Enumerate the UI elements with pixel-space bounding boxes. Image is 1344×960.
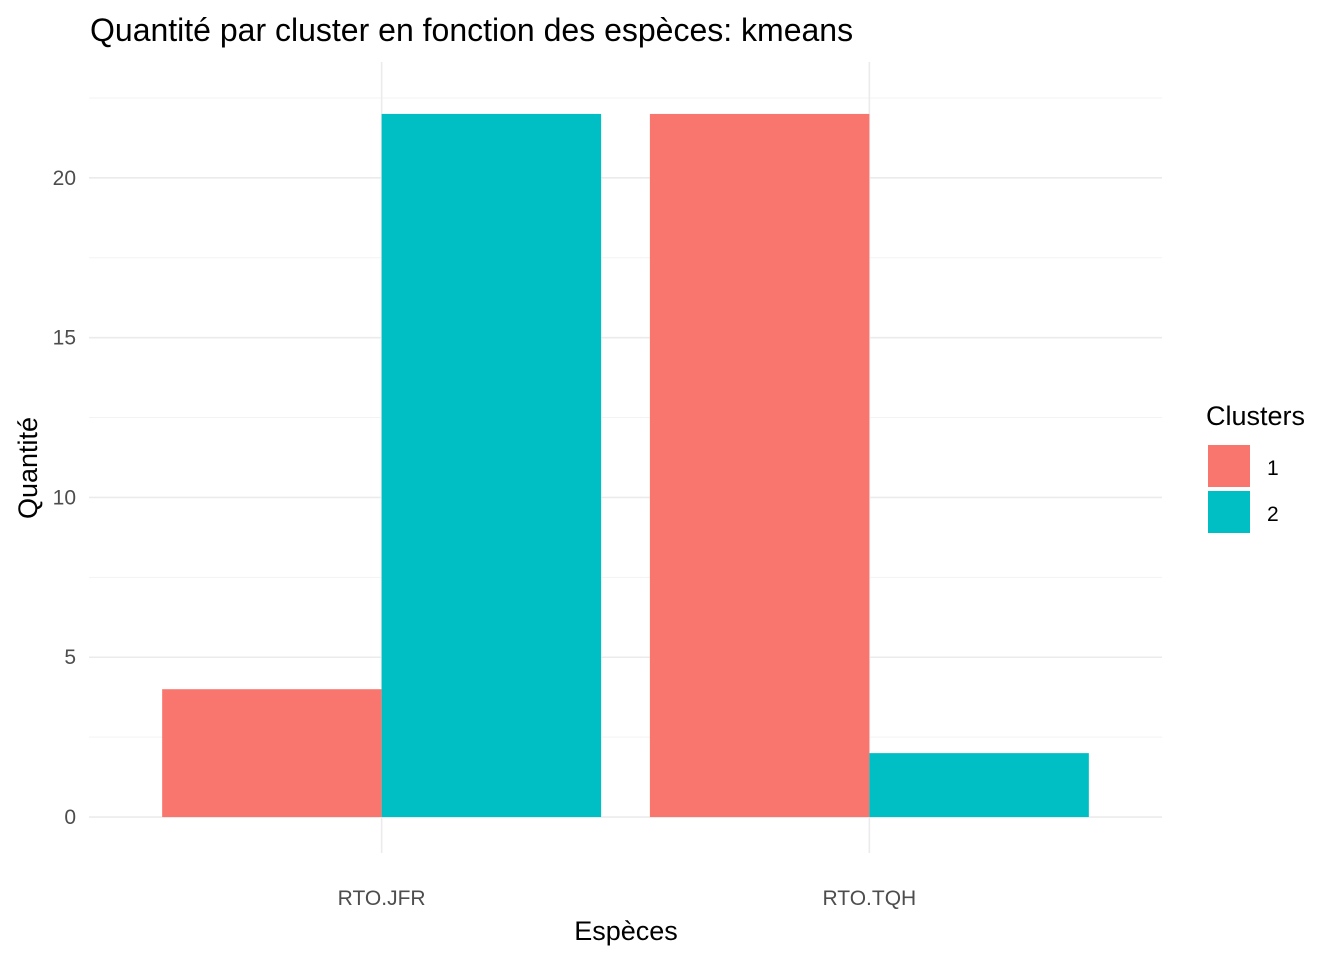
x-tick-label: RTO.TQH (822, 887, 916, 910)
bar-rto-tqh-cluster-1 (649, 113, 870, 818)
x-axis-title: Espèces (574, 916, 678, 946)
legend: Clusters 12 (1206, 401, 1305, 533)
chart-title: Quantité par cluster en fonction des esp… (90, 12, 853, 48)
y-tick-label: 20 (53, 167, 76, 190)
y-tick-label: 0 (64, 806, 76, 829)
y-tick-label: 5 (64, 646, 76, 669)
bar-rto-jfr-cluster-1 (162, 689, 382, 818)
bars (162, 113, 1089, 818)
x-axis-ticks: RTO.JFR RTO.TQH (338, 887, 917, 910)
legend-label-2: 2 (1267, 503, 1279, 526)
x-tick-label: RTO.JFR (338, 887, 426, 910)
legend-items: 12 (1208, 445, 1279, 533)
y-axis-ticks: 0 5 10 15 20 (53, 167, 76, 829)
y-tick-label: 15 (53, 327, 76, 350)
y-axis-title: Quantité (13, 417, 43, 519)
legend-swatch-2 (1208, 491, 1250, 533)
legend-title: Clusters (1206, 401, 1305, 431)
bar-rto-jfr-cluster-2 (381, 113, 602, 818)
legend-label-1: 1 (1267, 457, 1279, 480)
y-tick-label: 10 (53, 486, 76, 509)
legend-swatch-1 (1208, 445, 1250, 487)
bar-rto-tqh-cluster-2 (869, 753, 1089, 818)
